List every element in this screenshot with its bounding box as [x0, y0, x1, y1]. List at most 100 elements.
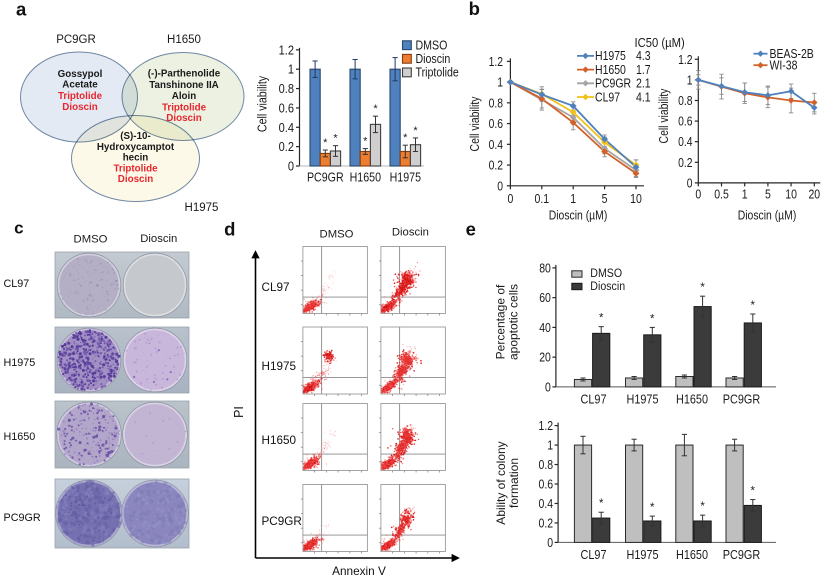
svg-text:10: 10 [785, 187, 797, 201]
svg-text:0: 0 [545, 380, 551, 394]
svg-text:Gossypol: Gossypol [58, 69, 103, 80]
svg-text:1.7: 1.7 [636, 63, 651, 77]
svg-text:0.2: 0.2 [489, 159, 503, 173]
svg-text:Triptolide: Triptolide [58, 91, 103, 102]
svg-text:0.1: 0.1 [535, 192, 550, 206]
svg-text:e: e [466, 219, 476, 240]
svg-text:Dioscin: Dioscin [590, 280, 625, 293]
svg-text:*: * [333, 133, 338, 145]
svg-text:0.2: 0.2 [678, 156, 692, 170]
svg-text:*: * [650, 502, 655, 514]
svg-text:20: 20 [539, 351, 551, 365]
svg-text:0.6: 0.6 [489, 117, 503, 131]
svg-text:0.8: 0.8 [279, 81, 295, 96]
svg-text:*: * [413, 125, 418, 137]
svg-text:Dioscin: Dioscin [166, 113, 201, 124]
svg-text:*: * [751, 300, 756, 312]
svg-text:Percentage of: Percentage of [494, 284, 508, 359]
svg-text:Cell viability: Cell viability [657, 88, 671, 143]
svg-text:*: * [751, 486, 756, 498]
svg-text:DMSO: DMSO [74, 233, 108, 245]
svg-text:2.1: 2.1 [636, 77, 651, 91]
svg-text:Ability of colony: Ability of colony [494, 441, 508, 524]
svg-text:1: 1 [547, 439, 553, 453]
svg-text:H1650: H1650 [167, 34, 201, 46]
svg-text:Dioscin: Dioscin [118, 174, 153, 185]
svg-text:0.8: 0.8 [539, 458, 554, 472]
svg-text:*: * [599, 313, 604, 325]
svg-text:CL97: CL97 [595, 90, 620, 104]
svg-text:80: 80 [539, 261, 551, 275]
svg-text:CL97: CL97 [262, 281, 290, 294]
svg-text:0.8: 0.8 [489, 96, 503, 110]
svg-text:H1975: H1975 [390, 169, 422, 184]
svg-text:Triptolide: Triptolide [162, 102, 207, 113]
svg-text:hecin: hecin [123, 153, 149, 164]
svg-text:0.2: 0.2 [539, 516, 554, 530]
svg-text:1.2: 1.2 [539, 419, 554, 433]
svg-text:0: 0 [547, 536, 553, 550]
svg-text:4.3: 4.3 [636, 49, 651, 63]
svg-text:d: d [224, 219, 235, 240]
svg-text:1: 1 [687, 73, 693, 87]
svg-text:*: * [403, 132, 408, 144]
svg-text:1.2: 1.2 [279, 42, 295, 57]
svg-text:1.2: 1.2 [678, 53, 692, 67]
svg-text:Dioscin: Dioscin [62, 102, 97, 113]
svg-text:0.2: 0.2 [279, 139, 295, 154]
svg-text:*: * [650, 313, 655, 325]
svg-text:WI-38: WI-38 [770, 59, 798, 73]
svg-text:formation: formation [507, 458, 521, 508]
svg-text:CL97: CL97 [4, 278, 30, 290]
svg-text:Dioscin: Dioscin [416, 52, 451, 66]
svg-text:H1975: H1975 [595, 49, 626, 63]
svg-text:c: c [14, 219, 23, 238]
svg-text:Dioscin: Dioscin [392, 227, 429, 239]
svg-text:20: 20 [808, 187, 820, 201]
svg-text:IC50 (µM): IC50 (µM) [635, 35, 685, 50]
svg-text:H1650: H1650 [676, 547, 708, 562]
svg-text:0: 0 [687, 176, 693, 190]
svg-text:H1650: H1650 [595, 63, 626, 77]
svg-text:0.4: 0.4 [489, 138, 504, 152]
svg-text:CL97: CL97 [581, 392, 607, 407]
svg-text:b: b [469, 0, 480, 19]
svg-text:apoptotic cells: apoptotic cells [507, 284, 521, 360]
svg-text:5: 5 [765, 187, 771, 201]
svg-text:1: 1 [497, 76, 503, 90]
svg-text:*: * [700, 501, 705, 513]
svg-text:(S)-10-: (S)-10- [120, 131, 150, 142]
svg-text:H1975: H1975 [626, 392, 658, 407]
svg-text:1: 1 [288, 62, 294, 77]
svg-text:Cell viability: Cell viability [468, 96, 482, 151]
svg-text:DMSO: DMSO [320, 229, 354, 241]
svg-text:Tanshinone IIA: Tanshinone IIA [149, 80, 219, 91]
svg-text:10: 10 [630, 192, 642, 206]
svg-text:H1975: H1975 [626, 547, 658, 562]
svg-text:0.6: 0.6 [678, 115, 692, 129]
svg-text:0: 0 [695, 187, 701, 201]
svg-text:0.4: 0.4 [279, 120, 295, 135]
svg-text:Cell viability: Cell viability [254, 76, 269, 132]
svg-text:PC9GR: PC9GR [56, 34, 96, 46]
svg-text:*: * [373, 103, 378, 115]
svg-text:*: * [363, 136, 368, 148]
svg-text:H1975: H1975 [4, 357, 36, 369]
svg-text:H1975: H1975 [262, 360, 297, 373]
svg-text:1: 1 [742, 187, 748, 201]
svg-text:Dioscin: Dioscin [140, 233, 177, 245]
svg-text:DMSO: DMSO [590, 268, 622, 281]
svg-text:PC9GR: PC9GR [4, 512, 41, 524]
svg-text:BEAS-2B: BEAS-2B [770, 47, 814, 61]
svg-text:PC9GR: PC9GR [595, 77, 631, 91]
svg-text:0.4: 0.4 [678, 135, 693, 149]
svg-text:PC9GR: PC9GR [723, 547, 761, 562]
svg-text:0.6: 0.6 [539, 478, 554, 492]
svg-text:0: 0 [507, 192, 513, 206]
svg-text:PC9GR: PC9GR [723, 392, 761, 407]
svg-text:1: 1 [570, 192, 576, 206]
svg-text:H1975: H1975 [185, 202, 219, 214]
svg-text:PI: PI [232, 406, 246, 418]
svg-text:0.8: 0.8 [678, 94, 692, 108]
svg-text:0.4: 0.4 [539, 497, 554, 511]
